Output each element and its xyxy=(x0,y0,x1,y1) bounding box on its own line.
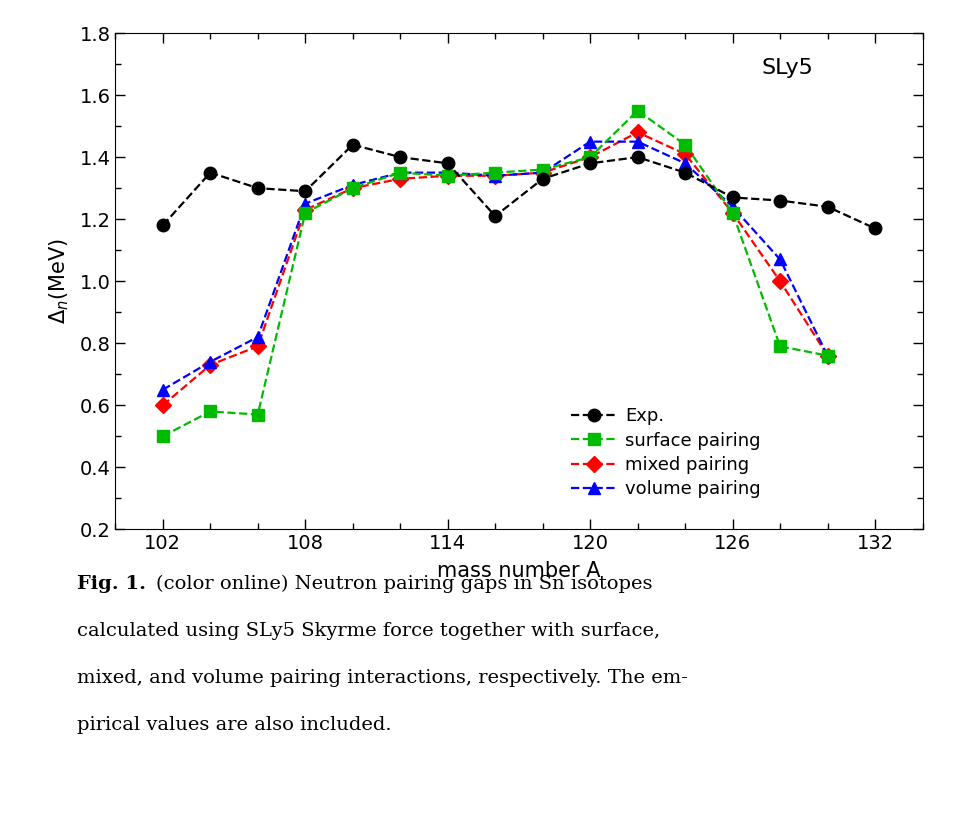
Text: Fig. 1.: Fig. 1. xyxy=(77,575,146,593)
Text: (color online) Neutron pairing gaps in Sn isotopes: (color online) Neutron pairing gaps in S… xyxy=(156,575,653,593)
Text: calculated using SLy5 Skyrme force together with surface,: calculated using SLy5 Skyrme force toget… xyxy=(77,622,660,640)
Text: mixed, and volume pairing interactions, respectively. The em-: mixed, and volume pairing interactions, … xyxy=(77,669,688,687)
Legend: Exp., surface pairing, mixed pairing, volume pairing: Exp., surface pairing, mixed pairing, vo… xyxy=(564,400,768,505)
Text: pirical values are also included.: pirical values are also included. xyxy=(77,716,391,734)
X-axis label: mass number A: mass number A xyxy=(437,562,601,581)
Y-axis label: $\Delta_{n}$(MeV): $\Delta_{n}$(MeV) xyxy=(47,238,71,324)
Text: SLy5: SLy5 xyxy=(761,58,813,78)
